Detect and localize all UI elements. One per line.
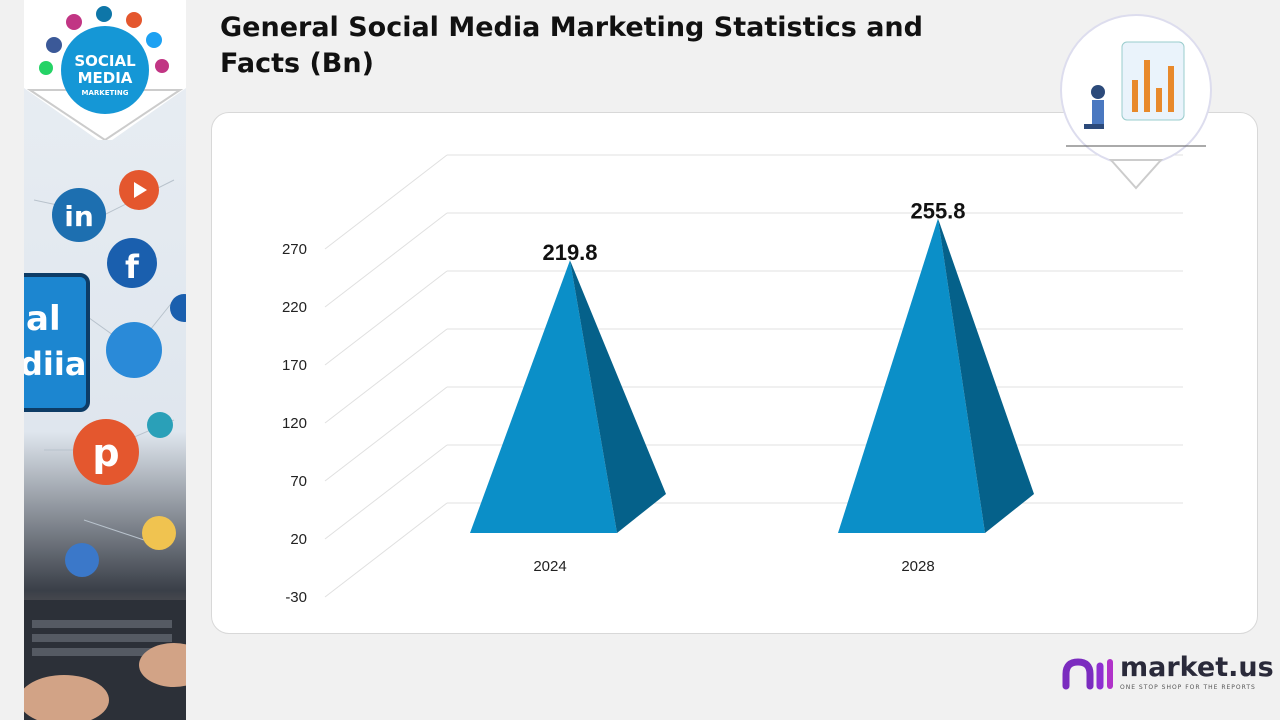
x-category-label: 2024: [533, 558, 566, 575]
x-category-label: 2028: [901, 558, 934, 575]
y-tick-label: -30: [285, 589, 307, 606]
market-us-logo: market.us ONE STOP SHOP FOR THE REPORTS: [1062, 652, 1274, 696]
pyramid-side-face: [570, 260, 666, 533]
pyramid-front-face: [470, 260, 617, 533]
y-tick-label: 220: [282, 299, 307, 316]
logo-wordmark: market.us: [1120, 652, 1274, 683]
pyramid-front-face: [838, 218, 985, 534]
y-tick-label: 70: [290, 473, 307, 490]
analytics-illustration: [1060, 14, 1212, 190]
data-label: 255.8: [910, 198, 965, 223]
y-tick-label: 170: [282, 357, 307, 374]
facebook-icon: [107, 238, 157, 288]
svg-text:MEDIA: MEDIA: [78, 69, 133, 87]
screen-text-2: diia: [24, 345, 86, 383]
facebook-small-icon: [65, 543, 99, 577]
pyramid-side-face: [938, 218, 1034, 534]
twitter-icon: [106, 322, 162, 378]
svg-text:SOCIAL: SOCIAL: [74, 52, 136, 70]
market-us-logo-mark: [1062, 658, 1113, 690]
svg-text:p: p: [92, 431, 119, 475]
depth-gridline: [324, 444, 448, 540]
pinterest-icon: [73, 419, 139, 485]
chart-card: [211, 112, 1258, 634]
depth-gridline: [324, 154, 448, 250]
social-media-photo: in f p al diia SOCIAL MEDIA MARKETING: [24, 0, 186, 720]
depth-gridline: [324, 328, 448, 424]
depth-gridline: [324, 212, 448, 308]
linkedin-icon: [52, 188, 106, 242]
depth-gridline: [324, 270, 448, 366]
data-label: 219.8: [542, 240, 597, 265]
svg-text:MARKETING: MARKETING: [82, 89, 129, 97]
depth-gridline: [324, 502, 448, 598]
social-icons-collage: in f p al diia: [24, 170, 186, 720]
y-tick-label: 20: [290, 531, 307, 548]
svg-text:f: f: [125, 248, 140, 286]
logo-tagline: ONE STOP SHOP FOR THE REPORTS: [1120, 684, 1256, 691]
depth-gridline: [324, 386, 448, 482]
y-tick-label: 270: [282, 241, 307, 258]
screen-graphic: [24, 273, 90, 412]
social-media-marketing-badge: SOCIAL MEDIA MARKETING: [24, 0, 186, 140]
svg-text:in: in: [64, 200, 94, 233]
y-tick-label: 120: [282, 415, 307, 432]
screen-text-1: al: [26, 299, 61, 339]
page-title: General Social Media Marketing Statistic…: [220, 12, 923, 79]
